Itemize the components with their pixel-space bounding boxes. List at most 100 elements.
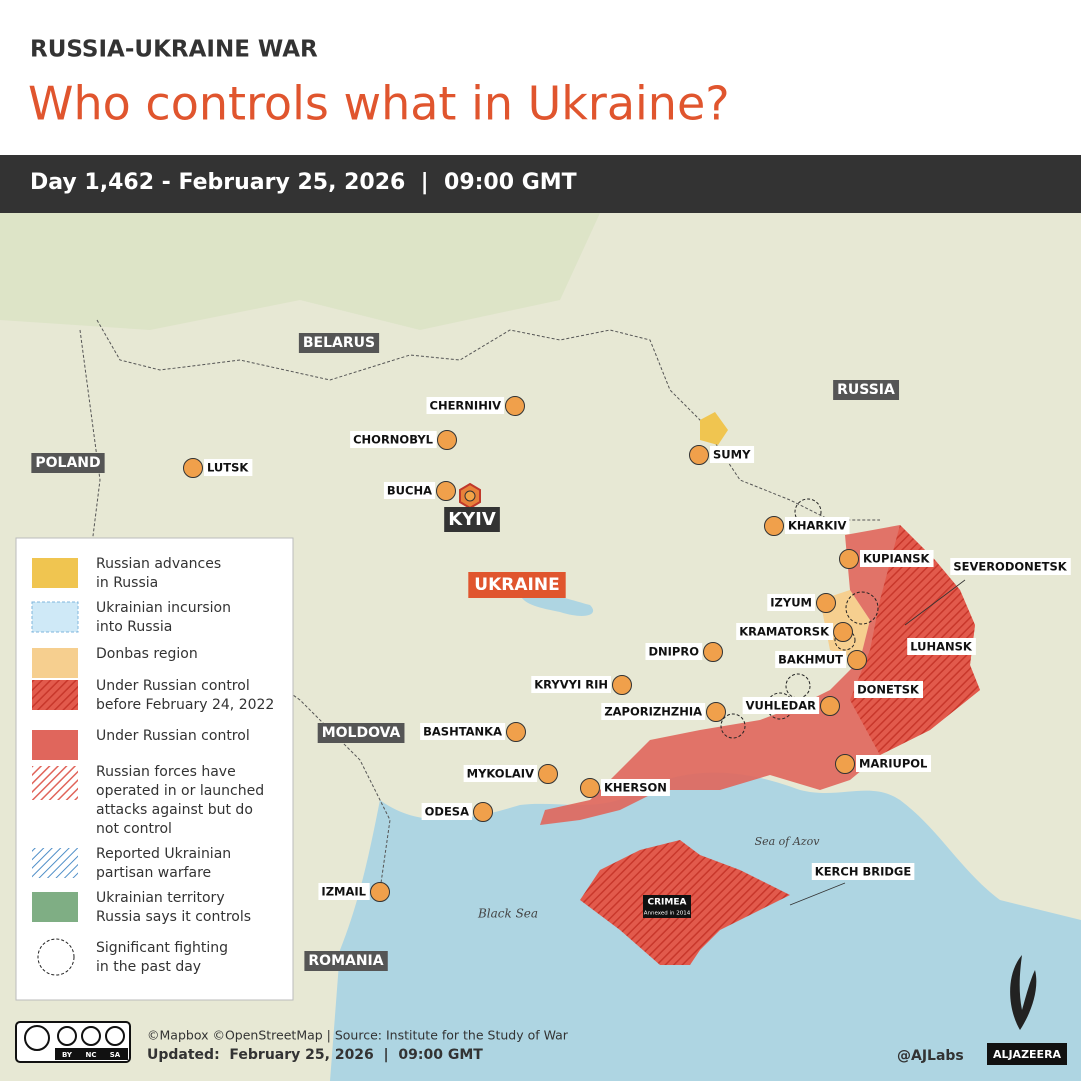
legend-swatch (32, 848, 78, 878)
ukraine-label: UKRAINE (474, 575, 559, 595)
handle: @AJLabs (897, 1048, 964, 1064)
credits: ©Mapbox ©OpenStreetMap | Source: Institu… (147, 1028, 569, 1043)
city-label-box (811, 863, 915, 880)
legend-text: Ukrainian territory (96, 890, 225, 906)
legend-text: into Russia (96, 619, 172, 635)
legend-text: Under Russian control (96, 678, 250, 694)
city-label-box (860, 550, 934, 567)
city-label: CHERNIHIV (430, 399, 502, 413)
cc-label: SA (110, 1051, 121, 1059)
legend-text: Significant fighting (96, 940, 228, 956)
city-label-group: CHORNOBYL (350, 431, 437, 448)
legend-text: Russian advances (96, 556, 221, 572)
city-label: MARIUPOL (859, 757, 928, 771)
city-label-group: IZMAIL (318, 883, 370, 900)
city-dot (839, 549, 859, 569)
city-label: ODESA (425, 805, 469, 819)
city-label-group: KERCH BRIDGE (811, 863, 915, 880)
cc-icon (24, 1025, 50, 1051)
city-label: SUMY (713, 448, 751, 462)
city-dot (506, 722, 526, 742)
city-label-group: MYKOLAIV (463, 765, 538, 782)
country-label-box (304, 951, 388, 971)
city-label-group: BUCHA (383, 482, 436, 499)
city-label-box (645, 643, 703, 660)
border (96, 319, 880, 521)
city-label-box (531, 676, 611, 693)
city-label-box (950, 558, 1071, 575)
crimea-note-box (643, 908, 691, 918)
crimea-note: Annexed in 2014 (644, 911, 691, 917)
city-label: MYKOLAIV (467, 767, 534, 781)
city-label-group: KHERSON (601, 779, 670, 796)
city-label-group: LUTSK (204, 459, 253, 476)
kicker: RUSSIA-UKRAINE WAR (30, 37, 318, 63)
reservoir (520, 593, 594, 616)
city-dot (183, 458, 203, 478)
city-label-box (350, 431, 437, 448)
city-dot (706, 702, 726, 722)
city-label: SEVERODONETSK (953, 560, 1067, 574)
legend-text: not control (96, 821, 172, 837)
map-labels: BELARUS RUSSIA POLAND MOLDOVA ROMANIA UKRAINE… (31, 333, 1071, 971)
country-label-group: RUSSIA (833, 380, 900, 400)
city-dot (764, 516, 784, 536)
city-label: LUHANSK (910, 640, 973, 654)
legend-text: Donbas region (96, 646, 198, 662)
capital-label-box (444, 507, 500, 532)
legend-text: Reported Ukrainian (96, 846, 231, 862)
country-label-group: POLAND (31, 453, 105, 473)
city-label: IZMAIL (321, 885, 366, 899)
city-label: KRAMATORSK (739, 625, 830, 639)
brand: ALJAZEERA (993, 1048, 1062, 1061)
city-label-box (463, 765, 538, 782)
city-label-group: ZAPORIZHZHIA (601, 703, 706, 720)
city-label-box (710, 446, 755, 463)
legend-text: Russia says it controls (96, 909, 251, 925)
city-label-box (907, 638, 976, 655)
city-label-group: BASHTANKA (420, 723, 506, 740)
legend: Russian advances in Russia Ukrainian incur… (15, 537, 294, 1001)
city-label: KHARKIV (788, 519, 846, 533)
city-label: KRYVYI RIH (534, 678, 608, 692)
legend-text: partisan warfare (96, 865, 211, 881)
leader-line (904, 579, 966, 626)
country-label-group: MOLDOVA (317, 723, 405, 743)
cc-label: BY (62, 1051, 73, 1059)
legend-swatch (37, 938, 75, 976)
legend-text: in the past day (96, 959, 201, 975)
city-dot (473, 802, 493, 822)
country-label: ROMANIA (308, 953, 383, 969)
advance-area (700, 412, 728, 445)
footer: BY NC SA ©Mapbox ©OpenStreetMap | Source… (15, 955, 1067, 1065)
city-label-group: DONETSK (854, 681, 924, 698)
city-dot (703, 642, 723, 662)
headline: Who controls what in Ukraine? (28, 77, 730, 131)
city-label: KUPIANSK (863, 552, 931, 566)
city-dot (580, 778, 600, 798)
city-dot (847, 650, 867, 670)
country-label-box (31, 453, 105, 473)
occupied-area (540, 525, 980, 825)
crimea-label: CRIMEA (648, 898, 687, 908)
city-label-box (601, 703, 706, 720)
city-dot (505, 396, 525, 416)
city-label-box (421, 803, 473, 820)
leader-line (789, 882, 846, 906)
header-bg (0, 0, 1081, 155)
date-text: Day 1,462 - February 25, 2026 | 09:00 GM… (30, 170, 577, 195)
city-label: CHORNOBYL (353, 433, 434, 447)
legend-text: Under Russian control (96, 728, 250, 744)
legend-swatch (32, 766, 78, 800)
city-dot (816, 593, 836, 613)
city-label-group: SUMY (710, 446, 755, 463)
cc-strip (55, 1048, 128, 1060)
city-label: BASHTANKA (423, 725, 502, 739)
city-dot (835, 754, 855, 774)
city-label-group: KUPIANSK (860, 550, 934, 567)
city-label-group: CHERNIHIV (426, 397, 505, 414)
city-label-box (767, 594, 815, 611)
city-label-box (736, 623, 834, 640)
city-label-box (742, 697, 820, 714)
